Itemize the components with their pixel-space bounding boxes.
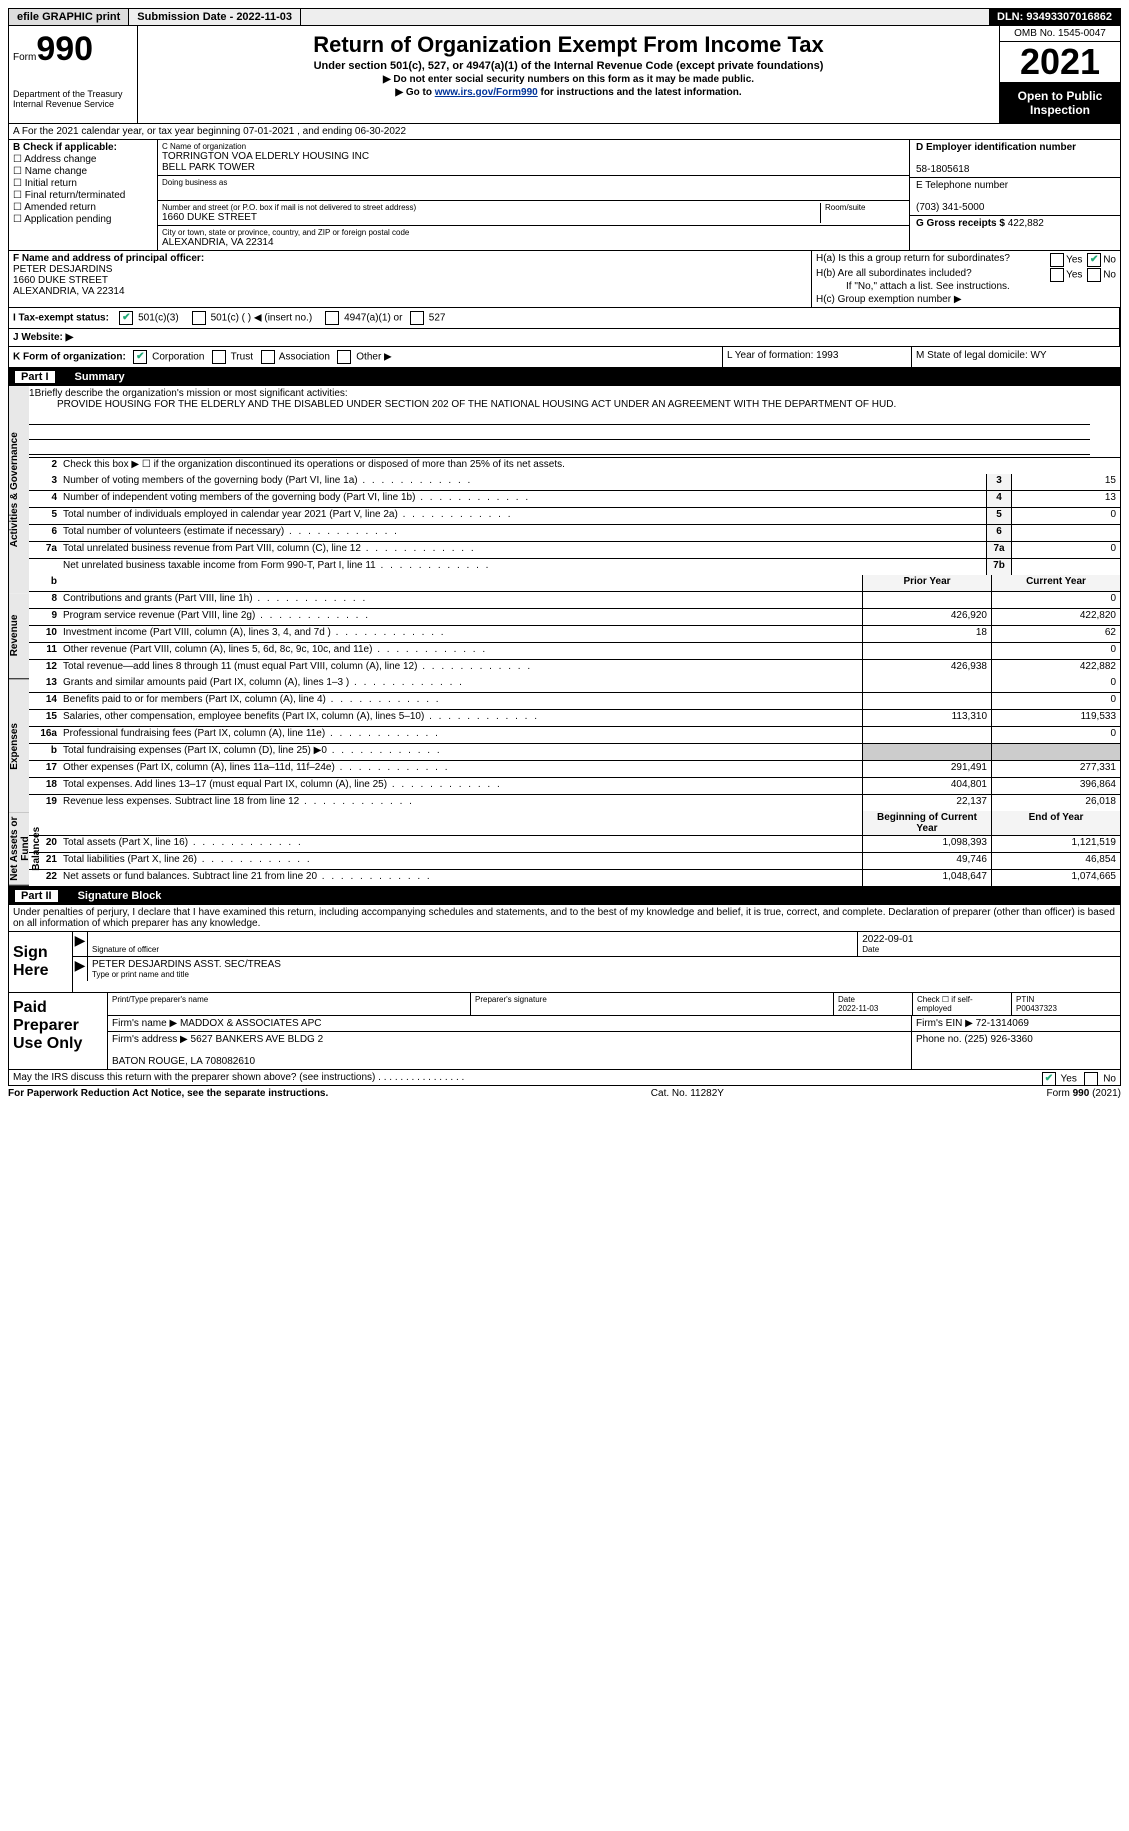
dba	[162, 187, 905, 198]
row-i: I Tax-exempt status: 501(c)(3) 501(c) ( …	[8, 308, 1121, 329]
city: ALEXANDRIA, VA 22314	[162, 237, 905, 248]
vtab-exp: Expenses	[9, 680, 29, 814]
summary-row: 15Salaries, other compensation, employee…	[29, 710, 1120, 727]
firm-addr: Firm's address ▶ 5627 BANKERS AVE BLDG 2…	[108, 1032, 912, 1069]
chk-initial[interactable]: ☐ Initial return	[13, 178, 153, 189]
chk-501c3[interactable]	[119, 311, 133, 325]
summary-row: 12Total revenue—add lines 8 through 11 (…	[29, 660, 1120, 676]
sub2: ▶ Do not enter social security numbers o…	[146, 74, 991, 85]
summary-row: 18Total expenses. Add lines 13–17 (must …	[29, 778, 1120, 795]
mission-text: PROVIDE HOUSING FOR THE ELDERLY AND THE …	[29, 399, 1090, 410]
chk-trust[interactable]	[212, 350, 226, 364]
chk-name[interactable]: ☐ Name change	[13, 166, 153, 177]
ha-no[interactable]	[1087, 253, 1101, 267]
form-title: Return of Organization Exempt From Incom…	[146, 32, 991, 58]
chk-address[interactable]: ☐ Address change	[13, 154, 153, 165]
firm-name: Firm's name ▶ MADDOX & ASSOCIATES APC	[108, 1016, 912, 1031]
efile-print-button[interactable]: efile GRAPHIC print	[9, 9, 129, 25]
summary-row: 8Contributions and grants (Part VIII, li…	[29, 592, 1120, 609]
chk-4947[interactable]	[325, 311, 339, 325]
summary-row: 10Investment income (Part VIII, column (…	[29, 626, 1120, 643]
row-j: J Website: ▶	[8, 329, 1121, 347]
chk-corp[interactable]	[133, 350, 147, 364]
summary-row: bTotal fundraising expenses (Part IX, co…	[29, 744, 1120, 761]
form-label: Form	[13, 52, 36, 63]
discuss-yes[interactable]	[1042, 1072, 1056, 1086]
tax-year: 2021	[1000, 42, 1120, 83]
summary-row: 11Other revenue (Part VIII, column (A), …	[29, 643, 1120, 660]
col-b: B Check if applicable: ☐ Address change …	[9, 140, 158, 250]
section-fh: F Name and address of principal officer:…	[8, 251, 1121, 308]
summary-row: 16aProfessional fundraising fees (Part I…	[29, 727, 1120, 744]
col-c: C Name of organization TORRINGTON VOA EL…	[158, 140, 910, 250]
paid-preparer: Paid Preparer Use Only Print/Type prepar…	[8, 993, 1121, 1070]
summary-row: 14Benefits paid to or for members (Part …	[29, 693, 1120, 710]
summary-row: 21Total liabilities (Part X, line 26)49,…	[29, 853, 1120, 870]
row-klm: K Form of organization: Corporation Trus…	[8, 347, 1121, 368]
phone: (703) 341-5000	[916, 202, 984, 213]
footer: For Paperwork Reduction Act Notice, see …	[8, 1086, 1121, 1099]
line-a: A For the 2021 calendar year, or tax yea…	[8, 124, 1121, 140]
part2-header: Part II Signature Block	[8, 887, 1121, 905]
part1-header: Part I Summary	[8, 368, 1121, 386]
chk-pending[interactable]: ☐ Application pending	[13, 214, 153, 225]
street: 1660 DUKE STREET	[162, 212, 816, 223]
summary-row: 3Number of voting members of the governi…	[29, 474, 1120, 491]
summary-row: 22Net assets or fund balances. Subtract …	[29, 870, 1120, 886]
discuss-no[interactable]	[1084, 1072, 1098, 1086]
chk-501c[interactable]	[192, 311, 206, 325]
firm-phone: Phone no. (225) 926-3360	[912, 1032, 1120, 1069]
chk-assoc[interactable]	[261, 350, 275, 364]
summary-row: 5Total number of individuals employed in…	[29, 508, 1120, 525]
omb: OMB No. 1545-0047	[1000, 26, 1120, 42]
year-formation: L Year of formation: 1993	[723, 347, 912, 367]
topbar: efile GRAPHIC print Submission Date - 20…	[8, 8, 1121, 26]
summary-row: 7aTotal unrelated business revenue from …	[29, 542, 1120, 559]
arrow-icon: ▶	[73, 932, 88, 956]
dln: DLN: 93493307016862	[989, 9, 1120, 25]
summary-row: 17Other expenses (Part IX, column (A), l…	[29, 761, 1120, 778]
form-number: 990	[36, 30, 93, 68]
summary-row: Net unrelated business taxable income fr…	[29, 559, 1120, 575]
gross-receipts: 422,882	[1008, 218, 1044, 229]
section-bcde: B Check if applicable: ☐ Address change …	[8, 140, 1121, 251]
summary-row: 19Revenue less expenses. Subtract line 1…	[29, 795, 1120, 811]
signature-block: Under penalties of perjury, I declare th…	[8, 905, 1121, 993]
vtab-ag: Activities & Governance	[9, 386, 29, 593]
sub1: Under section 501(c), 527, or 4947(a)(1)…	[146, 60, 991, 72]
hb-no[interactable]	[1087, 268, 1101, 282]
ein: 58-1805618	[916, 164, 969, 175]
summary-row: 4Number of independent voting members of…	[29, 491, 1120, 508]
vtab-na: Net Assets or Fund Balances	[9, 813, 29, 886]
col-de: D Employer identification number 58-1805…	[910, 140, 1120, 250]
ha-yes[interactable]	[1050, 253, 1064, 267]
sig-date: 2022-09-01	[862, 934, 1116, 945]
org-name: TORRINGTON VOA ELDERLY HOUSING INC	[162, 151, 905, 162]
summary-table: Activities & Governance Revenue Expenses…	[8, 386, 1121, 887]
firm-ein: Firm's EIN ▶ 72-1314069	[912, 1016, 1120, 1031]
summary-row: 6Total number of volunteers (estimate if…	[29, 525, 1120, 542]
dept: Department of the Treasury Internal Reve…	[13, 89, 133, 109]
officer-name-title: PETER DESJARDINS ASST. SEC/TREAS	[92, 959, 1116, 970]
vtab-rev: Revenue	[9, 593, 29, 679]
instructions-link[interactable]: www.irs.gov/Form990	[435, 87, 538, 98]
chk-final[interactable]: ☐ Final return/terminated	[13, 190, 153, 201]
summary-row: 9Program service revenue (Part VIII, lin…	[29, 609, 1120, 626]
chk-other[interactable]	[337, 350, 351, 364]
submission-date: Submission Date - 2022-11-03	[129, 9, 301, 25]
org-name2: BELL PARK TOWER	[162, 162, 905, 173]
chk-amended[interactable]: ☐ Amended return	[13, 202, 153, 213]
summary-row: 13Grants and similar amounts paid (Part …	[29, 676, 1120, 693]
form-header: Form990 Department of the Treasury Inter…	[8, 26, 1121, 124]
chk-527[interactable]	[410, 311, 424, 325]
state-domicile: M State of legal domicile: WY	[912, 347, 1120, 367]
open-inspection: Open to Public Inspection	[1000, 83, 1120, 123]
may-irs-discuss: May the IRS discuss this return with the…	[8, 1070, 1121, 1086]
arrow-icon: ▶	[73, 957, 88, 981]
hb-yes[interactable]	[1050, 268, 1064, 282]
summary-row: 20Total assets (Part X, line 16)1,098,39…	[29, 836, 1120, 853]
officer-name: PETER DESJARDINS	[13, 264, 112, 275]
